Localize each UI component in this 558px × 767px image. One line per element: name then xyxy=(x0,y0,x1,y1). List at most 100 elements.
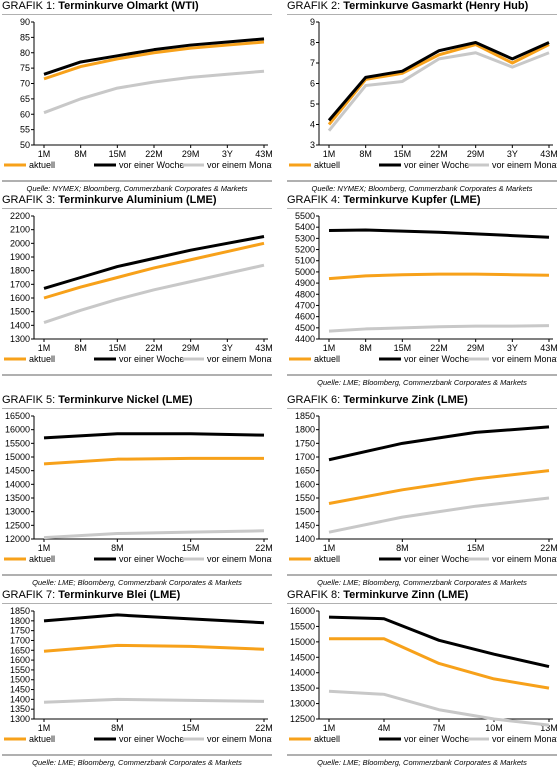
source-note: Quelle: LME; Bloomberg, Commerzbank Corp… xyxy=(32,578,242,587)
legend-label: aktuell xyxy=(314,160,340,170)
legend-label: vor einer Woche xyxy=(119,354,184,364)
y-tick-label: 16000 xyxy=(290,607,315,616)
y-tick-label: 70 xyxy=(20,79,30,89)
chart-title: GRAFIK 5: Terminkurve Nickel (LME) xyxy=(2,394,193,406)
series-line-aktuell xyxy=(43,456,264,466)
y-tick-label: 7 xyxy=(310,58,315,68)
x-tick-label: 10M xyxy=(485,723,503,733)
y-tick-label: 65 xyxy=(20,94,30,104)
y-tick-label: 14000 xyxy=(5,479,30,489)
series-line-aktuell xyxy=(43,643,265,653)
y-tick-label: 1500 xyxy=(295,507,315,517)
x-tick-label: 29M xyxy=(182,343,200,353)
y-tick-label: 1850 xyxy=(10,607,30,616)
source-note: Quelle: NYMEX; Bloomberg, Commerzbank Co… xyxy=(26,184,248,193)
y-tick-label: 4900 xyxy=(295,278,315,288)
x-tick-label: 3Y xyxy=(222,149,233,159)
y-tick-label: 12500 xyxy=(5,520,30,530)
chart-panel-5: GRAFIK 5: Terminkurve Nickel (LME) 12000… xyxy=(2,394,275,587)
chart-panel-1: GRAFIK 1: Terminkurve Olmarkt (WTI) 50 55… xyxy=(2,0,275,193)
source-note: Quelle: NYMEX; Bloomberg, Commerzbank Co… xyxy=(311,184,533,193)
x-tick-label: 8M xyxy=(74,343,87,353)
y-tick-label: 1700 xyxy=(10,279,30,289)
series-line-month xyxy=(328,689,550,727)
x-tick-label: 3Y xyxy=(222,343,233,353)
series-line-week xyxy=(43,37,265,76)
y-tick-label: 5000 xyxy=(295,267,315,277)
y-tick-label: 16500 xyxy=(5,412,30,421)
x-tick-label: 15M xyxy=(182,543,200,553)
chart-svg: 1300135014001450150015501600165017001750… xyxy=(4,606,275,744)
y-tick-label: 13500 xyxy=(290,683,315,693)
legend-label: vor einer Woche xyxy=(119,160,184,170)
y-tick-label: 4400 xyxy=(295,334,315,344)
legend-label: vor einer Woche xyxy=(404,354,469,364)
x-tick-label: 15M xyxy=(109,343,127,353)
y-tick-label: 1450 xyxy=(10,685,30,695)
x-tick-label: 15M xyxy=(182,723,200,733)
y-tick-label: 1400 xyxy=(295,534,315,544)
x-tick-label: 3Y xyxy=(507,343,518,353)
y-tick-label: 14000 xyxy=(290,668,315,678)
x-tick-label: 15M xyxy=(394,149,412,159)
x-tick-label: 29M xyxy=(467,149,485,159)
y-tick-label: 4 xyxy=(310,120,315,130)
chart-svg: 1300 1400 1500 1600 1700 1800 1900 2000 2100 2200… xyxy=(4,211,275,364)
y-tick-label: 16000 xyxy=(5,425,30,435)
source-note: Quelle: LME; Bloomberg, Commerzbank Corp… xyxy=(317,758,527,767)
chart-panel-7: GRAFIK 7: Terminkurve Blei (LME) 1300 135… xyxy=(2,589,275,767)
y-tick-label: 1650 xyxy=(10,645,30,655)
series-line-month xyxy=(328,496,550,534)
source-note: Quelle: LME; Bloomberg, Commerzbank Corp… xyxy=(317,578,527,587)
x-tick-label: 22M xyxy=(430,149,448,159)
x-tick-label: 1M xyxy=(323,543,336,553)
source-note: Quelle: LME; Bloomberg, Commerzbank Corp… xyxy=(32,758,242,767)
x-tick-label: 29M xyxy=(467,343,485,353)
y-tick-label: 5 xyxy=(310,99,315,109)
series-line-month xyxy=(43,69,265,115)
x-tick-label: 22M xyxy=(255,543,272,553)
series-line-month xyxy=(43,263,265,325)
y-tick-label: 5500 xyxy=(295,212,315,221)
y-tick-label: 80 xyxy=(20,48,30,58)
chart-svg: 12000 12500 13000 13500 14000 14500 15000 15500… xyxy=(4,411,275,564)
x-tick-label: 15M xyxy=(109,149,127,159)
legend-label: vor einem Monat xyxy=(207,354,272,364)
y-tick-label: 1900 xyxy=(10,252,30,262)
legend-label: aktuell xyxy=(314,354,340,364)
series-line-month xyxy=(43,697,265,704)
y-tick-label: 4500 xyxy=(295,323,315,333)
legend-label: vor einem Monat xyxy=(207,160,272,170)
legend-label: vor einer Woche xyxy=(404,734,469,744)
x-tick-label: 8M xyxy=(111,543,124,553)
y-tick-label: 15500 xyxy=(290,621,315,631)
x-tick-label: 8M xyxy=(111,723,124,733)
legend-label: vor einem Monat xyxy=(492,734,557,744)
series-line-aktuell xyxy=(328,272,550,281)
y-tick-label: 1600 xyxy=(10,655,30,665)
x-tick-label: 1M xyxy=(323,149,336,159)
chart-svg: 1400 1450 1500 1550 1600 1650 1700 1750 1800 1850… xyxy=(289,411,558,564)
y-tick-label: 15500 xyxy=(5,438,30,448)
chart-panel-6: GRAFIK 6: Terminkurve Zink (LME) 1400 145… xyxy=(287,394,558,587)
x-tick-label: 8M xyxy=(359,149,372,159)
legend-label: vor einem Monat xyxy=(492,160,557,170)
y-tick-label: 1700 xyxy=(295,452,315,462)
x-tick-label: 1M xyxy=(323,723,336,733)
series-line-month xyxy=(43,529,265,540)
x-tick-label: 43M xyxy=(540,149,557,159)
y-tick-label: 1550 xyxy=(10,665,30,675)
y-tick-label: 85 xyxy=(20,32,30,42)
x-tick-label: 1M xyxy=(38,723,51,733)
y-tick-label: 1600 xyxy=(295,479,315,489)
y-tick-label: 5100 xyxy=(295,256,315,266)
x-tick-label: 1M xyxy=(323,343,336,353)
series-line-month xyxy=(327,51,550,132)
y-tick-label: 1800 xyxy=(10,266,30,276)
y-tick-label: 1800 xyxy=(295,425,315,435)
legend-label: vor einer Woche xyxy=(119,734,184,744)
y-tick-label: 75 xyxy=(20,63,30,73)
y-tick-label: 2200 xyxy=(10,212,30,221)
y-tick-label: 4600 xyxy=(295,312,315,322)
y-tick-label: 4800 xyxy=(295,289,315,299)
